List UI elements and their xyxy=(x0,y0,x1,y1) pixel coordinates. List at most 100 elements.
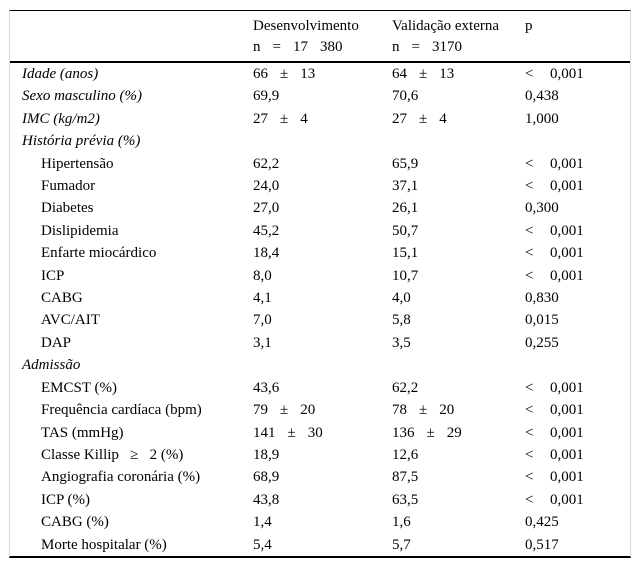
val-value-cell xyxy=(392,354,525,376)
table-row: AVC/AIT 7,0 5,8 0,015 xyxy=(10,309,630,331)
dev-value-cell: 18,9 xyxy=(253,446,280,463)
p-value-cell: 0,425 xyxy=(525,514,559,531)
p-value-cell: 0,300 xyxy=(525,200,559,217)
dev-value-cell: 27,0 xyxy=(253,200,280,217)
val-value-cell: 27 ± 4 xyxy=(392,110,447,127)
row-label: Idade (anos) xyxy=(22,66,99,82)
table-row: Frequência cardíaca (bpm) 79 ± 20 78 ± 20 <… xyxy=(10,399,630,421)
val-value-cell: 62,2 xyxy=(392,379,419,396)
val-value-cell: 136 ± 29 xyxy=(392,424,462,441)
p-value-cell: < 0,001 xyxy=(525,178,584,195)
table-row: História prévia (%) xyxy=(10,130,630,152)
val-value-cell: 10,7 xyxy=(392,267,419,284)
p-value-cell: 0,438 xyxy=(525,88,559,105)
row-label: TAS (mmHg) xyxy=(41,424,124,441)
val-value-cell: 50,7 xyxy=(392,222,419,239)
val-value-cell: 12,6 xyxy=(392,446,419,463)
row-label: Sexo masculino (%) xyxy=(22,88,142,105)
dev-value-cell: 18,4 xyxy=(253,245,280,262)
p-value-cell: 0,255 xyxy=(525,334,559,351)
header-desenvolvimento-cell: Desenvolvimento n = 17 380 xyxy=(253,11,392,63)
table-row: TAS (mmHg) 141 ± 30 136 ± 29 < 0,001 xyxy=(10,422,630,444)
dev-value-cell: 8,0 xyxy=(253,267,272,284)
dev-value-cell: 4,1 xyxy=(253,290,272,307)
table-row: Admissão xyxy=(10,354,630,376)
val-value-cell: 5,7 xyxy=(392,536,411,553)
p-value-cell: < 0,001 xyxy=(525,267,584,284)
val-value-cell: 70,6 xyxy=(392,88,419,105)
val-value-cell: 63,5 xyxy=(392,491,419,508)
p-value-cell: < 0,001 xyxy=(525,424,584,441)
dev-value-cell: 45,2 xyxy=(253,222,280,239)
cohort-comparison-table: Desenvolvimento n = 17 380 Validação ext… xyxy=(9,10,631,558)
val-value-cell: 3,5 xyxy=(392,334,411,351)
p-value-cell xyxy=(525,354,630,376)
p-value-cell: < 0,001 xyxy=(525,66,584,82)
val-value-cell: 78 ± 20 xyxy=(392,402,455,419)
header-validacao-externa-cell: Validação externa n = 3170 xyxy=(392,11,525,63)
dev-value-cell: 141 ± 30 xyxy=(253,424,323,441)
p-value-cell: < 0,001 xyxy=(525,155,584,172)
table-row: Morte hospitalar (%) 5,4 5,7 0,517 xyxy=(10,534,630,556)
val-value-cell: 5,8 xyxy=(392,312,411,329)
table-row: CABG 4,1 4,0 0,830 xyxy=(10,287,630,309)
row-label: Classe Killip ≥ 2 (%) xyxy=(41,446,184,463)
dev-value-cell: 43,6 xyxy=(253,379,280,396)
row-label: Frequência cardíaca (bpm) xyxy=(41,402,202,419)
table-row: EMCST (%) 43,6 62,2 < 0,001 xyxy=(10,377,630,399)
dev-value-cell: 24,0 xyxy=(253,178,280,195)
row-label: Angiografia coronária (%) xyxy=(41,469,201,486)
table-row: Fumador 24,0 37,1 < 0,001 xyxy=(10,175,630,197)
p-value-cell: < 0,001 xyxy=(525,402,584,419)
row-label: Enfarte miocárdico xyxy=(41,245,157,262)
table-row: ICP (%) 43,8 63,5 < 0,001 xyxy=(10,489,630,511)
row-label: DAP xyxy=(41,334,72,351)
dev-value-cell: 43,8 xyxy=(253,491,280,508)
dev-value-cell xyxy=(253,130,392,152)
row-label: Diabetes xyxy=(41,200,94,217)
table-row: Hipertensão 62,2 65,9 < 0,001 xyxy=(10,153,630,175)
p-value-cell: < 0,001 xyxy=(525,245,584,262)
dev-value-cell: 7,0 xyxy=(253,312,272,329)
dev-value-cell: 79 ± 20 xyxy=(253,402,316,419)
dev-value-cell: 3,1 xyxy=(253,334,272,351)
table-row: Diabetes 27,0 26,1 0,300 xyxy=(10,197,630,219)
p-value-cell: < 0,001 xyxy=(525,379,584,396)
header-variable-cell xyxy=(10,11,253,63)
p-value-cell: 0,015 xyxy=(525,312,559,329)
table-row: IMC (kg/m2) 27 ± 4 27 ± 4 1,000 xyxy=(10,108,630,130)
row-label: ICP (%) xyxy=(41,491,91,508)
p-value-cell: < 0,001 xyxy=(525,222,584,239)
p-value-cell: < 0,001 xyxy=(525,446,584,463)
header-p-cell: p xyxy=(525,11,630,63)
row-label: ICP xyxy=(41,267,65,284)
p-value-cell: 0,830 xyxy=(525,290,559,307)
table-row: ICP 8,0 10,7 < 0,001 xyxy=(10,265,630,287)
row-label: CABG (%) xyxy=(41,514,109,531)
dev-value-cell: 66 ± 13 xyxy=(253,66,316,82)
val-value-cell: 64 ± 13 xyxy=(392,66,455,82)
row-label: CABG xyxy=(41,290,83,307)
row-label: EMCST (%) xyxy=(41,379,117,396)
header-row: Desenvolvimento n = 17 380 Validação ext… xyxy=(10,11,630,63)
dev-value-cell: 1,4 xyxy=(253,514,272,531)
table-row: Classe Killip ≥ 2 (%) 18,9 12,6 < 0,001 xyxy=(10,444,630,466)
dev-value-cell: 5,4 xyxy=(253,536,272,553)
dev-value-cell xyxy=(253,354,392,376)
col-n-desenvolvimento: n = 17 380 xyxy=(253,39,343,55)
val-value-cell: 4,0 xyxy=(392,290,411,307)
table-row: Angiografia coronária (%) 68,9 87,5 < 0,001 xyxy=(10,466,630,488)
val-value-cell: 65,9 xyxy=(392,155,419,172)
dev-value-cell: 68,9 xyxy=(253,469,280,486)
val-value-cell: 26,1 xyxy=(392,200,419,217)
p-value-cell: < 0,001 xyxy=(525,469,584,486)
row-label: Hipertensão xyxy=(41,155,114,172)
p-value-cell xyxy=(525,130,630,152)
row-label: História prévia (%) xyxy=(22,133,141,150)
row-label: Morte hospitalar (%) xyxy=(41,536,167,553)
p-value-cell: 1,000 xyxy=(525,110,559,127)
val-value-cell: 87,5 xyxy=(392,469,419,486)
p-value-cell: 0,517 xyxy=(525,536,559,553)
table-row: Enfarte miocárdico 18,4 15,1 < 0,001 xyxy=(10,242,630,264)
